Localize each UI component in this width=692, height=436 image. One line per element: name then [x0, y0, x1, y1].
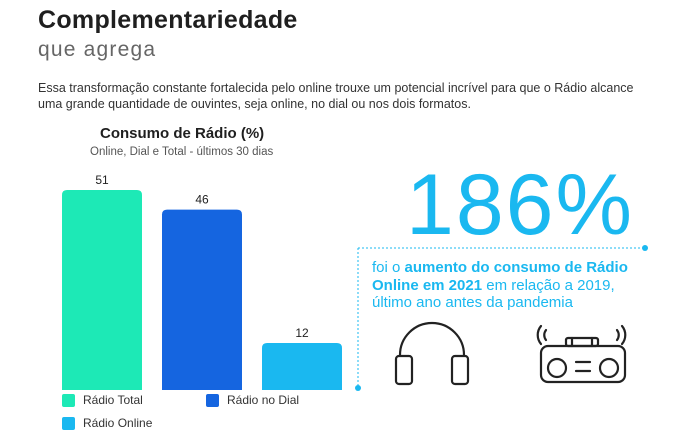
intro-paragraph: Essa transformação constante fortalecida…: [38, 81, 634, 111]
bar-r-dio-no-dial: [162, 209, 242, 390]
page-title: Complementariedade: [38, 6, 298, 34]
legend-swatch: [62, 393, 75, 407]
callout-text-after: em relação a 2019, último ano antes da p…: [372, 276, 615, 312]
bar-value-label: 12: [295, 326, 309, 340]
headphones-icon: [394, 321, 470, 386]
callout-text-before: foi o: [372, 259, 405, 276]
legend-label: Rádio Online: [83, 416, 153, 430]
bar-value-label: 46: [195, 193, 209, 207]
legend-item: Rádio Online: [62, 416, 152, 430]
callout-text: foi o aumento do consumo de Rádio Online…: [372, 259, 652, 312]
page-subtitle: que agrega: [38, 38, 157, 61]
legend-item: Rádio Total: [62, 393, 143, 407]
chart-title: Consumo de Rádio (%): [100, 125, 265, 142]
callout-bracket: [355, 245, 648, 391]
bar-value-label: 51: [95, 173, 109, 187]
chart-subtitle: Online, Dial e Total - últimos 30 dias: [90, 146, 274, 158]
bar-r-dio-online: [262, 342, 342, 390]
big-stat: 186%: [406, 157, 634, 253]
legend-label: Rádio no Dial: [227, 393, 300, 407]
radio-icon: [536, 324, 627, 384]
legend-swatch: [62, 416, 75, 430]
legend-item: Rádio no Dial: [206, 393, 299, 407]
callout-highlight: aumento do consumo de Rádio Online em 20…: [372, 259, 628, 294]
legend-label: Rádio Total: [83, 393, 143, 407]
legend-swatch: [206, 393, 219, 407]
bar-r-dio-total: [62, 190, 142, 390]
